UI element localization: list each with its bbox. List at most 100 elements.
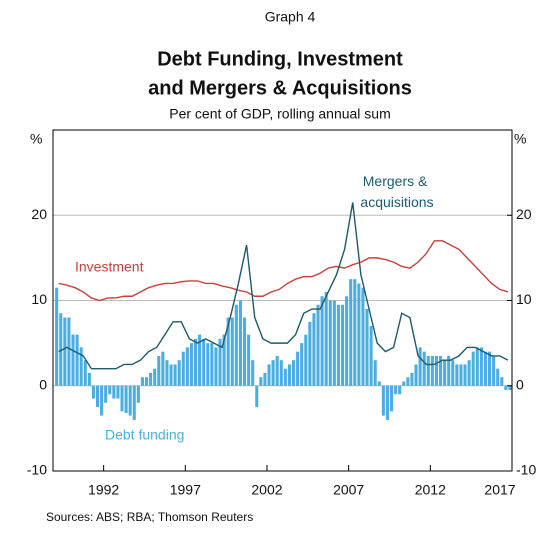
- bar: [149, 372, 153, 386]
- bar: [406, 377, 410, 386]
- bar: [459, 364, 463, 386]
- bar: [116, 385, 120, 399]
- bar: [136, 385, 140, 403]
- bar: [132, 385, 136, 420]
- bar: [144, 377, 149, 386]
- bar: [422, 351, 426, 386]
- bar: [173, 364, 177, 386]
- bar: [451, 360, 455, 386]
- x-tick-label: 2012: [415, 482, 446, 498]
- chart-title: Debt Funding, Investment: [157, 48, 403, 70]
- bar: [402, 381, 406, 386]
- x-tick-label: 1992: [88, 482, 119, 498]
- y-tick-label: 20: [31, 206, 47, 222]
- y2-tick-label: -10: [516, 462, 536, 478]
- bar: [251, 360, 255, 386]
- bar: [83, 360, 87, 386]
- bar: [189, 343, 193, 386]
- bar: [316, 304, 320, 386]
- bar: [255, 385, 259, 408]
- bar: [320, 296, 324, 386]
- bar: [439, 355, 443, 386]
- bar: [385, 385, 389, 420]
- series-label: Mergers & acquisitions: [360, 173, 433, 210]
- series-label-text: acquisitions: [360, 194, 433, 210]
- bar: [230, 317, 234, 386]
- bar: [492, 355, 496, 386]
- bar: [161, 351, 165, 386]
- chart-subtitle: Per cent of GDP, rolling annual sum: [169, 106, 391, 122]
- bar: [283, 368, 287, 386]
- bar: [475, 347, 479, 386]
- bar: [67, 317, 71, 386]
- bar: [185, 347, 189, 386]
- plot-frame: [52, 129, 513, 472]
- bar: [328, 300, 332, 386]
- bar: [234, 304, 238, 386]
- bar: [157, 355, 161, 386]
- bar: [198, 334, 202, 386]
- bar: [471, 351, 475, 386]
- bar: [87, 372, 91, 386]
- y2-axis-label: %: [514, 131, 526, 147]
- bar: [263, 372, 267, 386]
- bar: [120, 385, 124, 412]
- bar: [324, 291, 328, 386]
- bar: [112, 385, 116, 399]
- bar: [504, 385, 508, 391]
- bar: [398, 385, 402, 395]
- bar: [340, 304, 345, 386]
- bar: [108, 385, 112, 395]
- line: [58, 240, 509, 302]
- bar: [300, 343, 304, 386]
- bar: [71, 334, 75, 386]
- bar: [214, 347, 218, 386]
- bar: [128, 385, 132, 416]
- x-tick-label: 2002: [251, 482, 282, 498]
- bar: [267, 364, 271, 386]
- bar: [271, 360, 275, 386]
- bar: [91, 385, 95, 399]
- bar: [467, 360, 471, 386]
- plot: [53, 202, 512, 472]
- bar: [336, 304, 340, 386]
- bar: [104, 385, 108, 403]
- series-label-text: Mergers &: [363, 173, 428, 189]
- bar: [304, 334, 308, 386]
- y2-tick-label: 10: [516, 291, 532, 307]
- bar: [332, 300, 336, 386]
- bar: [259, 377, 263, 386]
- bar: [447, 355, 451, 386]
- bar: [345, 296, 349, 386]
- chart-title: and Mergers & Acquisitions: [148, 77, 412, 99]
- bar: [210, 343, 214, 386]
- bar: [508, 385, 512, 391]
- bar: [242, 317, 247, 386]
- y-tick-label: 0: [39, 376, 47, 392]
- bar: [247, 334, 251, 386]
- y-tick-label: -10: [27, 462, 47, 478]
- bar: [434, 355, 438, 386]
- bar: [361, 287, 365, 386]
- bar: [349, 279, 353, 386]
- y-axis-label: %: [30, 131, 42, 147]
- bar: [153, 368, 157, 386]
- bar: [365, 309, 369, 386]
- bar: [226, 317, 230, 386]
- bar: [95, 385, 100, 408]
- bar: [75, 334, 79, 386]
- bar: [218, 338, 222, 386]
- bar: [275, 355, 279, 386]
- x-tick-label: 2017: [484, 482, 515, 498]
- y-tick-label: 10: [31, 291, 47, 307]
- bar: [63, 317, 67, 386]
- bar: [500, 377, 504, 386]
- bar: [463, 364, 467, 386]
- bar: [202, 338, 206, 386]
- bar: [496, 368, 500, 386]
- bar: [483, 351, 487, 386]
- bar: [430, 355, 434, 386]
- bar: [377, 381, 381, 386]
- bar: [279, 360, 283, 386]
